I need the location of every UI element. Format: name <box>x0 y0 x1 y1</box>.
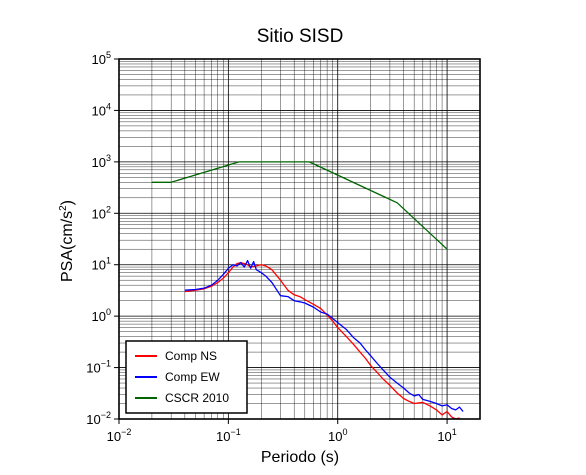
legend-label: CSCR 2010 <box>165 391 229 405</box>
legend: Comp NS Comp EW CSCR 2010 <box>125 340 248 414</box>
series-layer <box>151 161 464 419</box>
x-axis-ticks: 10−2 10−1 100 101 <box>107 419 457 444</box>
legend-label: Comp NS <box>165 349 217 363</box>
x-tick-label: 101 <box>437 427 456 444</box>
y-axis-title-close: ) <box>59 200 76 205</box>
y-tick-label: 100 <box>92 307 111 324</box>
y-axis-title-base: PSA(cm/s <box>59 211 76 282</box>
y-axis-title: PSA(cm/s2) <box>58 200 76 282</box>
y-axis-ticks: 10−2 10−1 100 101 102 103 104 105 <box>86 50 119 427</box>
y-axis-title-sup: 2 <box>58 205 69 211</box>
y-tick-label: 104 <box>92 101 111 118</box>
series-line-1 <box>184 261 460 419</box>
y-tick-label: 102 <box>92 204 111 221</box>
series-line-3 <box>151 161 448 250</box>
chart-title: Sitio SISD <box>257 26 344 47</box>
y-tick-label: 10−1 <box>86 359 111 376</box>
series-line-2 <box>184 259 464 412</box>
y-tick-label: 10−2 <box>86 410 111 427</box>
legend-label: Comp EW <box>165 370 220 384</box>
minor-gridlines <box>119 59 481 419</box>
x-tick-label: 100 <box>328 427 347 444</box>
x-tick-label: 10−1 <box>216 427 241 444</box>
y-tick-label: 101 <box>92 256 111 273</box>
plot-frame <box>118 58 481 420</box>
x-axis-title: Periodo (s) <box>261 449 339 466</box>
y-tick-label: 105 <box>92 50 111 67</box>
y-tick-label: 103 <box>92 153 111 170</box>
x-tick-label: 10−2 <box>107 427 132 444</box>
